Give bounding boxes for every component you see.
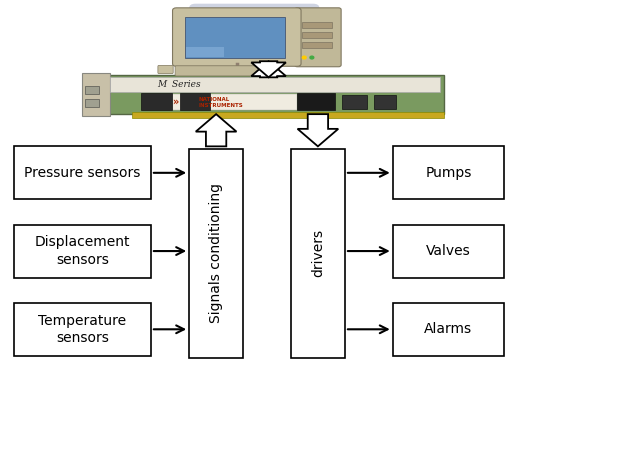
Bar bbox=[82, 73, 109, 116]
Bar bbox=[14, 225, 151, 277]
Text: »: » bbox=[172, 97, 178, 107]
Bar bbox=[85, 99, 99, 107]
FancyBboxPatch shape bbox=[295, 8, 341, 67]
Bar bbox=[14, 303, 151, 356]
Polygon shape bbox=[251, 61, 286, 77]
Text: NATIONAL
INSTRUMENTS: NATIONAL INSTRUMENTS bbox=[199, 97, 243, 107]
Bar bbox=[393, 303, 504, 356]
Bar bbox=[185, 17, 285, 57]
FancyBboxPatch shape bbox=[158, 65, 173, 74]
Bar bbox=[85, 86, 99, 94]
Bar bbox=[141, 93, 172, 111]
FancyBboxPatch shape bbox=[173, 8, 301, 66]
Bar bbox=[132, 113, 443, 118]
Bar bbox=[393, 225, 504, 277]
Polygon shape bbox=[251, 61, 286, 77]
Bar bbox=[186, 47, 224, 56]
Text: Displacement
sensors: Displacement sensors bbox=[35, 235, 130, 267]
Bar bbox=[14, 146, 151, 199]
Bar bbox=[180, 93, 210, 111]
Polygon shape bbox=[298, 114, 338, 146]
Bar bbox=[189, 149, 243, 358]
Bar bbox=[109, 77, 440, 92]
Bar bbox=[302, 42, 332, 48]
Bar bbox=[302, 32, 332, 38]
Text: Temperature
sensors: Temperature sensors bbox=[38, 313, 127, 345]
Bar bbox=[106, 75, 443, 114]
Text: Signals conditioning: Signals conditioning bbox=[209, 183, 223, 323]
Bar bbox=[342, 95, 367, 109]
Bar bbox=[393, 146, 504, 199]
FancyBboxPatch shape bbox=[175, 66, 279, 76]
Bar bbox=[170, 94, 297, 110]
Text: drivers: drivers bbox=[311, 229, 325, 277]
Text: Pumps: Pumps bbox=[425, 166, 472, 180]
Text: Pressure sensors: Pressure sensors bbox=[24, 166, 141, 180]
FancyBboxPatch shape bbox=[189, 4, 320, 66]
Circle shape bbox=[302, 56, 306, 59]
Bar bbox=[374, 95, 396, 109]
Text: Valves: Valves bbox=[426, 244, 471, 258]
Text: Alarms: Alarms bbox=[424, 322, 472, 336]
Bar bbox=[297, 93, 335, 111]
Polygon shape bbox=[196, 114, 236, 146]
Bar bbox=[291, 149, 345, 358]
Bar bbox=[302, 22, 332, 28]
Text: M  Series: M Series bbox=[157, 80, 201, 89]
Circle shape bbox=[310, 56, 314, 59]
